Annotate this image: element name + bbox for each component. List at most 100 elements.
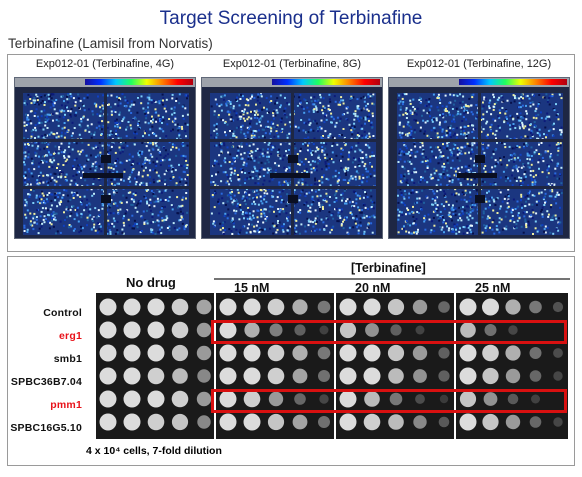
colony-spot xyxy=(292,345,308,361)
colony-spot xyxy=(197,415,211,429)
colony-spot xyxy=(390,324,402,336)
scan-toolbar xyxy=(202,78,382,87)
colony-spot xyxy=(243,413,261,431)
colony-spot xyxy=(318,370,330,382)
colony-spot xyxy=(529,300,542,314)
colony-spot xyxy=(415,394,425,404)
colony-spot xyxy=(339,344,357,362)
colony-spot xyxy=(219,367,237,385)
colony-spot xyxy=(171,413,189,431)
colony-spot xyxy=(482,367,499,385)
color-scale-bar xyxy=(459,79,567,85)
colony-spot xyxy=(123,367,141,385)
colony-spot xyxy=(172,368,188,384)
colony-spot xyxy=(99,321,117,339)
colony-spot xyxy=(413,415,427,429)
colony-spot xyxy=(269,323,283,337)
scan-label: Exp012-01 (Terbinafine, 12G) xyxy=(406,58,552,70)
strain-label-control: Control xyxy=(43,307,82,319)
scan-grid xyxy=(23,93,189,235)
colony-spot xyxy=(147,367,165,385)
strain-label-spbc36b7-04: SPBC36B7.04 xyxy=(10,376,82,388)
plate-25nm xyxy=(456,293,568,439)
colony-spot xyxy=(438,301,450,313)
colony-spot xyxy=(147,298,165,316)
spot-assay-panel: No drug [Terbinafine] 15 nM 20 nM 25 nM … xyxy=(7,256,575,466)
colony-spot xyxy=(171,321,189,339)
concentration-15nm: 15 nM xyxy=(234,281,270,295)
colony-spot xyxy=(219,390,237,408)
scan-image xyxy=(388,77,570,239)
colony-spot xyxy=(267,344,285,362)
colony-spot xyxy=(244,322,260,338)
colony-spot xyxy=(387,298,405,316)
colony-spot xyxy=(99,298,117,316)
colony-spot xyxy=(197,369,211,383)
colony-spot xyxy=(508,325,518,335)
scan-image xyxy=(14,77,196,239)
colony-spot xyxy=(363,298,381,316)
colony-spot xyxy=(317,300,331,314)
color-scale-bar xyxy=(272,79,380,85)
scan-label: Exp012-01 (Terbinafine, 4G) xyxy=(35,58,175,70)
colony-spot xyxy=(412,299,428,315)
colony-spot xyxy=(459,390,477,408)
colony-spot xyxy=(505,414,521,430)
colony-spot xyxy=(292,299,308,315)
plate-no-drug xyxy=(96,293,214,439)
colony-spot xyxy=(123,413,141,431)
colony-spot xyxy=(219,344,237,362)
highlight-erg1 xyxy=(211,320,567,344)
colony-spot xyxy=(484,324,497,336)
colony-spot xyxy=(294,324,306,336)
colony-spot xyxy=(147,321,165,339)
colony-spot xyxy=(243,298,261,316)
drug-group-label: [Terbinafine] xyxy=(351,261,426,275)
colony-spot xyxy=(123,298,141,316)
colony-spot xyxy=(460,322,476,338)
colony-spot xyxy=(505,345,521,361)
colony-spot xyxy=(99,413,117,431)
colony-spot xyxy=(196,299,212,315)
colony-spot xyxy=(219,413,237,431)
colony-spot xyxy=(318,416,330,428)
colony-spot xyxy=(147,344,165,362)
colony-spot xyxy=(319,325,329,335)
colony-spot xyxy=(292,414,308,430)
colony-spot xyxy=(171,390,189,408)
colony-spot xyxy=(196,345,212,361)
colony-spot xyxy=(363,367,381,385)
colony-spot xyxy=(339,413,357,431)
colony-spot xyxy=(482,344,499,362)
concentration-20nm: 20 nM xyxy=(355,281,391,295)
colony-spot xyxy=(267,413,285,431)
strain-label-pmm1: pmm1 xyxy=(50,399,82,411)
colony-spot xyxy=(389,392,403,406)
scan-label: Exp012-01 (Terbinafine, 8G) xyxy=(222,58,362,70)
colony-spot xyxy=(147,390,165,408)
colony-spot xyxy=(482,298,499,316)
colony-spot xyxy=(365,323,379,337)
colony-spot xyxy=(267,298,285,316)
page-title: Target Screening of Terbinafine xyxy=(159,8,423,29)
highlight-pmm1 xyxy=(211,389,567,413)
colony-spot xyxy=(459,367,477,385)
colony-spot xyxy=(438,416,450,428)
colony-spot xyxy=(507,393,519,405)
strain-label-smb1: smb1 xyxy=(53,353,82,365)
scan-image xyxy=(201,77,383,239)
colony-spot xyxy=(459,413,477,431)
dilution-footnote: 4 x 10⁴ cells, 7-fold dilution xyxy=(86,445,222,457)
colony-spot xyxy=(339,390,357,408)
colony-spot xyxy=(219,321,237,339)
plate-15nm xyxy=(216,293,334,439)
colony-spot xyxy=(438,370,450,382)
colony-spot xyxy=(171,344,189,362)
scan-toolbar xyxy=(15,78,195,87)
colony-spot xyxy=(292,368,308,384)
colony-spot xyxy=(123,344,141,362)
colony-spot xyxy=(364,391,380,407)
colony-spot xyxy=(529,347,542,359)
colony-spot xyxy=(529,416,542,428)
colony-spot xyxy=(196,391,212,407)
